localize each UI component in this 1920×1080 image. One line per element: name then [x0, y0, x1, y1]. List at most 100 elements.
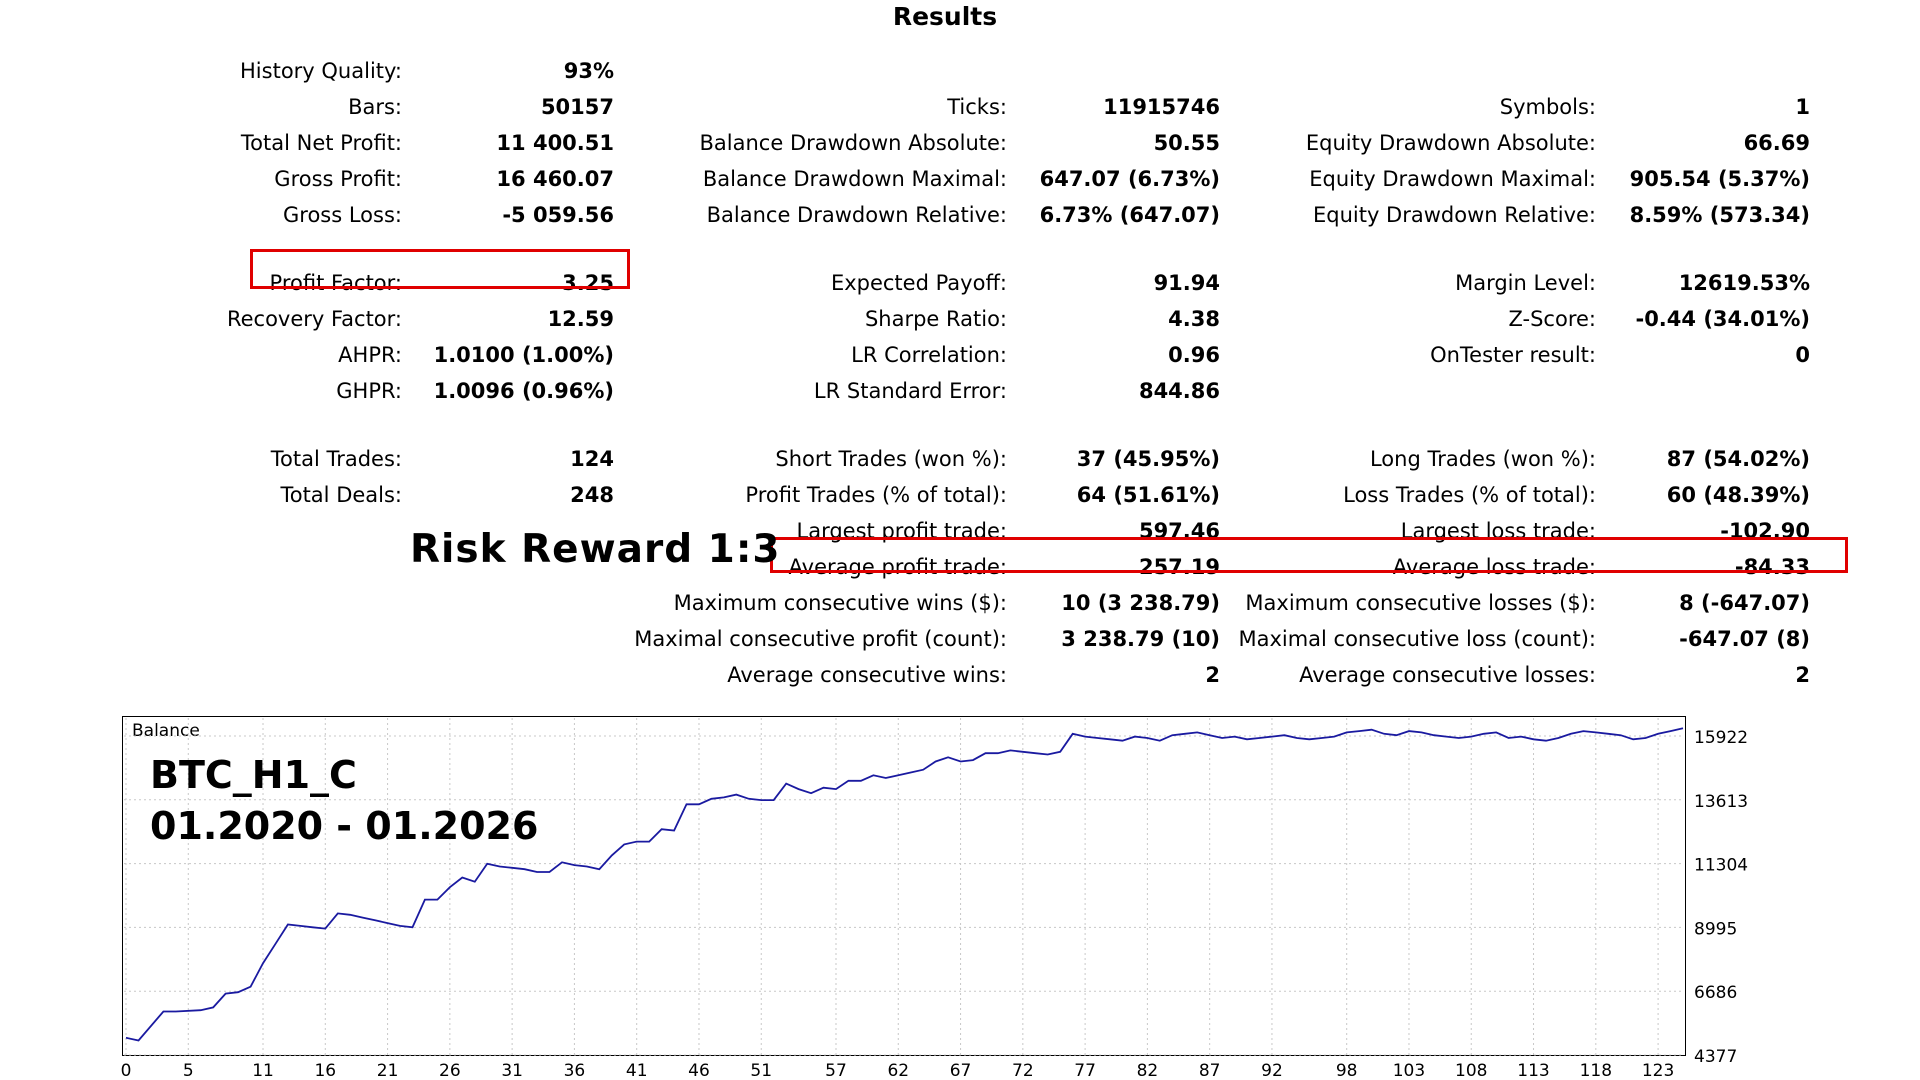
- x-tick-label: 5: [183, 1061, 194, 1080]
- stat-label: Total Net Profit:: [240, 131, 402, 155]
- stat-row: Z-Score: -0.44 (34.01%): [0, 304, 1920, 334]
- stat-row: Average loss trade: -84.33: [0, 552, 1920, 582]
- stat-value: 257.19: [1138, 555, 1220, 579]
- stat-label: Balance Drawdown Absolute:: [699, 131, 1007, 155]
- x-tick-label: 21: [377, 1061, 399, 1080]
- stat-row: Total Deals: 248: [0, 480, 1920, 510]
- chart-overlay-period: 01.2020 - 01.2026: [150, 804, 539, 848]
- stat-value: 87 (54.02%): [1666, 447, 1810, 471]
- x-tick-label: 26: [439, 1061, 461, 1080]
- stat-row: LR Standard Error: 844.86: [0, 376, 1920, 406]
- stat-value: -647.07 (8): [1679, 627, 1810, 651]
- stat-value: -5 059.56: [502, 203, 614, 227]
- stat-value: 1: [1795, 95, 1810, 119]
- stat-value: 50.55: [1153, 131, 1220, 155]
- stat-label: Long Trades (won %):: [1369, 447, 1596, 471]
- stat-value: 0: [1795, 343, 1810, 367]
- stat-value: 248: [570, 483, 614, 507]
- balance-line: [125, 727, 1684, 1042]
- stat-value: 12.59: [547, 307, 614, 331]
- x-tick-label: 51: [750, 1061, 772, 1080]
- x-tick-label: 16: [314, 1061, 336, 1080]
- stat-value: 124: [570, 447, 614, 471]
- y-tick-label: 13613: [1694, 792, 1748, 812]
- stat-row: Total Net Profit: 11 400.51: [0, 128, 1920, 158]
- y-tick-label: 11304: [1694, 856, 1748, 876]
- stat-label: Maximal consecutive loss (count):: [1238, 627, 1596, 651]
- stat-value: 50157: [540, 95, 614, 119]
- stat-label: Profit Factor:: [269, 271, 402, 295]
- stat-value: 3 238.79 (10): [1061, 627, 1220, 651]
- stat-row: Gross Loss: -5 059.56: [0, 200, 1920, 230]
- stat-row: Profit Factor: 3.25: [0, 268, 1920, 298]
- x-tick-label: 46: [688, 1061, 710, 1080]
- x-tick-label: 113: [1517, 1061, 1549, 1080]
- stat-label: Bars:: [348, 95, 402, 119]
- stat-label: Ticks:: [947, 95, 1007, 119]
- stat-label: Total Trades:: [270, 447, 402, 471]
- x-tick-label: 36: [564, 1061, 586, 1080]
- stat-row: Average profit trade: 257.19: [0, 552, 1920, 582]
- stat-row: Maximal consecutive profit (count): 3 238…: [0, 624, 1920, 654]
- x-tick-label: 77: [1074, 1061, 1096, 1080]
- x-tick-label: 98: [1336, 1061, 1358, 1080]
- stat-label: LR Correlation:: [851, 343, 1007, 367]
- stat-value: 1.0096 (0.96%): [433, 379, 614, 403]
- stat-row: Equity Drawdown Absolute: 66.69: [0, 128, 1920, 158]
- x-tick-label: 92: [1261, 1061, 1283, 1080]
- stat-value: 905.54 (5.37%): [1629, 167, 1810, 191]
- stat-row: Profit Trades (% of total): 64 (51.61%): [0, 480, 1920, 510]
- x-tick-label: 57: [825, 1061, 847, 1080]
- stat-row: Balance Drawdown Relative: 6.73% (647.07): [0, 200, 1920, 230]
- stat-label: Total Deals:: [280, 483, 402, 507]
- stat-value: 8 (-647.07): [1679, 591, 1810, 615]
- stat-row: Average consecutive wins: 2: [0, 660, 1920, 690]
- stat-row: Average consecutive losses: 2: [0, 660, 1920, 690]
- stat-row: Maximum consecutive wins ($): 10 (3 238.7…: [0, 588, 1920, 618]
- stat-label: Maximum consecutive wins ($):: [673, 591, 1007, 615]
- stat-label: Margin Level:: [1455, 271, 1596, 295]
- x-tick-label: 82: [1137, 1061, 1159, 1080]
- stat-label: Equity Drawdown Absolute:: [1305, 131, 1596, 155]
- stat-row: Short Trades (won %): 37 (45.95%): [0, 444, 1920, 474]
- stat-label: Maximum consecutive losses ($):: [1245, 591, 1596, 615]
- stat-value: 64 (51.61%): [1076, 483, 1220, 507]
- stat-row: GHPR: 1.0096 (0.96%): [0, 376, 1920, 406]
- stat-row: Balance Drawdown Absolute: 50.55: [0, 128, 1920, 158]
- y-tick-label: 8995: [1694, 919, 1737, 939]
- stat-label: Gross Loss:: [283, 203, 402, 227]
- stat-row: Equity Drawdown Relative: 8.59% (573.34): [0, 200, 1920, 230]
- stat-value: 12619.53%: [1678, 271, 1810, 295]
- stat-row: Ticks: 11915746: [0, 92, 1920, 122]
- stat-label: GHPR:: [336, 379, 402, 403]
- x-tick-label: 11: [252, 1061, 274, 1080]
- stat-value: 11 400.51: [496, 131, 614, 155]
- x-tick-label: 31: [501, 1061, 523, 1080]
- stat-row: History Quality: 93%: [0, 56, 1920, 86]
- stat-value: 1.0100 (1.00%): [433, 343, 614, 367]
- stat-value: 10 (3 238.79): [1061, 591, 1220, 615]
- stat-value: 11915746: [1103, 95, 1220, 119]
- stat-label: OnTester result:: [1430, 343, 1596, 367]
- stat-label: Average consecutive wins:: [727, 663, 1007, 687]
- stat-value: 66.69: [1743, 131, 1810, 155]
- stat-label: Loss Trades (% of total):: [1343, 483, 1596, 507]
- stat-row: Balance Drawdown Maximal: 647.07 (6.73%): [0, 164, 1920, 194]
- x-tick-label: 103: [1393, 1061, 1425, 1080]
- stat-label: Equity Drawdown Relative:: [1312, 203, 1596, 227]
- stat-label: AHPR:: [338, 343, 402, 367]
- stat-value: 37 (45.95%): [1076, 447, 1220, 471]
- x-tick-label: 72: [1012, 1061, 1034, 1080]
- stat-value: 844.86: [1138, 379, 1220, 403]
- stat-value: 2: [1205, 663, 1220, 687]
- stat-value: 93%: [563, 59, 614, 83]
- stat-label: Short Trades (won %):: [775, 447, 1007, 471]
- stat-value: 16 460.07: [496, 167, 614, 191]
- stat-row: Long Trades (won %): 87 (54.02%): [0, 444, 1920, 474]
- stat-row: Margin Level: 12619.53%: [0, 268, 1920, 298]
- y-tick-label: 15922: [1694, 728, 1748, 748]
- stat-value: 0.96: [1168, 343, 1220, 367]
- stat-label: Average consecutive losses:: [1299, 663, 1596, 687]
- x-tick-label: 0: [121, 1061, 132, 1080]
